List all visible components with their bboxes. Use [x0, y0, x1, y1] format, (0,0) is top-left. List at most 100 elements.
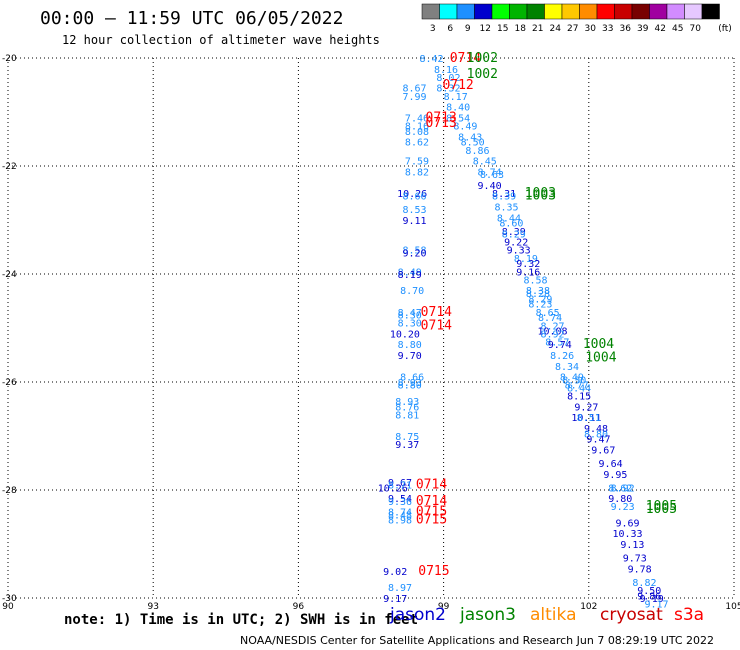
- satellite-cryosat: cryosat: [600, 605, 663, 625]
- swh-label: 9.27: [574, 402, 598, 413]
- swh-label: 8.17: [444, 92, 468, 103]
- swh-label: 8.70: [400, 286, 424, 297]
- swh-label: 9.95: [603, 470, 627, 481]
- legend-label: 6: [447, 24, 453, 34]
- swh-label: 8.53: [403, 205, 427, 216]
- swh-label: 8.44: [567, 383, 591, 394]
- pass-label: 0712: [442, 78, 473, 93]
- swh-label: 8.47: [398, 308, 422, 319]
- swh-label: 8.63: [480, 170, 504, 181]
- x-tick-label: 90: [2, 602, 14, 612]
- swh-label: 10.26: [378, 483, 408, 494]
- swh-label: 8.30: [562, 375, 586, 386]
- swh-label: 9.02: [383, 567, 407, 578]
- swh-label: 8.49: [560, 373, 584, 384]
- pass-label: 0713: [426, 116, 457, 131]
- x-tick-label: 102: [580, 602, 597, 612]
- x-tick-label: 96: [293, 602, 305, 612]
- swh-label: 8.80: [398, 381, 422, 392]
- legend-label: 9: [465, 24, 471, 34]
- swh-label: 9.54: [388, 494, 412, 505]
- y-tick-label: -24: [2, 270, 17, 280]
- legend-label: 27: [567, 24, 578, 34]
- swh-label: 9.78: [628, 564, 652, 575]
- swh-label: 9.17: [383, 594, 407, 605]
- swh-label: 9.80: [608, 494, 632, 505]
- pass-label: 1004: [583, 337, 614, 352]
- swh-label: 9.17: [645, 599, 669, 610]
- color-scale-legend: 3 6 9 12 15 18 21 24 27 30 33 36 39 42 45 70 (ft): [421, 3, 732, 34]
- legend-swatch: [614, 3, 633, 20]
- swh-label: 8.32: [436, 84, 460, 95]
- satellite-s3a: s3a: [674, 605, 705, 625]
- swh-label: 8.27: [540, 321, 564, 332]
- swh-label: 7.99: [403, 92, 427, 103]
- swh-label: 8.57: [545, 338, 569, 349]
- y-tick-label: -20: [2, 54, 17, 64]
- pass-label: 1003: [525, 189, 556, 204]
- swh-label: 9.47: [586, 435, 610, 446]
- swh-label: 8.08: [405, 127, 429, 138]
- swh-label: 8.66: [403, 192, 427, 203]
- legend-label: 30: [585, 24, 597, 34]
- pass-label: 0713: [426, 110, 457, 125]
- pass-label: 0715: [416, 513, 447, 528]
- swh-label: 8.67: [403, 84, 427, 95]
- swh-label: 8.60: [499, 219, 523, 230]
- swh-label: 8.62: [608, 483, 632, 494]
- legend-label: 42: [655, 24, 666, 34]
- swh-label: 8.97: [388, 583, 412, 594]
- swh-label: 10.26: [397, 189, 427, 200]
- legend-label: 12: [480, 24, 491, 34]
- legend-swatch: [544, 3, 563, 20]
- swh-label: 9.50: [637, 586, 661, 597]
- page-subtitle: 12 hour collection of altimeter wave hei…: [62, 33, 380, 47]
- swh-label: 9.19: [640, 594, 664, 605]
- swh-label: 8.34: [555, 362, 579, 373]
- legend-label: 18: [515, 24, 527, 34]
- pass-label: 0714: [450, 51, 481, 66]
- swh-label: 9.73: [623, 554, 647, 565]
- swh-label: 8.19: [514, 254, 538, 265]
- swh-label: 9.74: [548, 340, 572, 351]
- legend-swatch: [666, 3, 685, 20]
- pass-label: 0714: [416, 478, 447, 493]
- swh-label: 8.50: [461, 138, 485, 149]
- swh-label: 9.32: [516, 259, 540, 270]
- swh-label: 8.30: [398, 311, 422, 322]
- swh-label: 8.43: [458, 132, 482, 143]
- swh-label: 8.28: [526, 289, 550, 300]
- swh-label: 9.69: [615, 518, 639, 529]
- pass-label: 0714: [421, 318, 452, 333]
- y-tick-label: -28: [2, 486, 17, 496]
- footer-note: note: 1) Time is in UTC; 2) SWH is in fe…: [64, 612, 419, 628]
- swh-label: 10.20: [390, 329, 420, 340]
- swh-label: 8.76: [395, 402, 419, 413]
- swh-label: 8.93: [395, 397, 419, 408]
- swh-label: 9.67: [591, 446, 615, 457]
- legend-swatch: [701, 3, 720, 20]
- swh-label: 8.74: [388, 508, 412, 519]
- swh-label: 9.64: [599, 459, 623, 470]
- pass-label: 1005: [646, 502, 677, 517]
- pass-label: 0714: [421, 305, 452, 320]
- legend-unit: (ft): [718, 24, 732, 34]
- y-tick-label: -26: [2, 378, 17, 388]
- swh-label: 8.81: [395, 410, 419, 421]
- legend-label: 70: [690, 24, 702, 34]
- swh-label: 8.82: [632, 578, 656, 589]
- legend-swatch: [474, 3, 493, 20]
- pass-label: 1002: [467, 51, 498, 66]
- swh-label: 8.98: [388, 516, 412, 527]
- pass-label: 1003: [525, 186, 556, 201]
- x-tick-label: 99: [438, 602, 450, 612]
- legend-label: 15: [497, 24, 508, 34]
- legend-swatch: [526, 3, 545, 20]
- swh-label: 8.58: [403, 246, 427, 257]
- swh-label: 8.42: [419, 54, 443, 65]
- swh-label: 8.93: [398, 378, 422, 389]
- swh-label: 8.92: [611, 483, 635, 494]
- swh-label: 9.23: [611, 502, 635, 513]
- swh-label: 8.74: [478, 167, 502, 178]
